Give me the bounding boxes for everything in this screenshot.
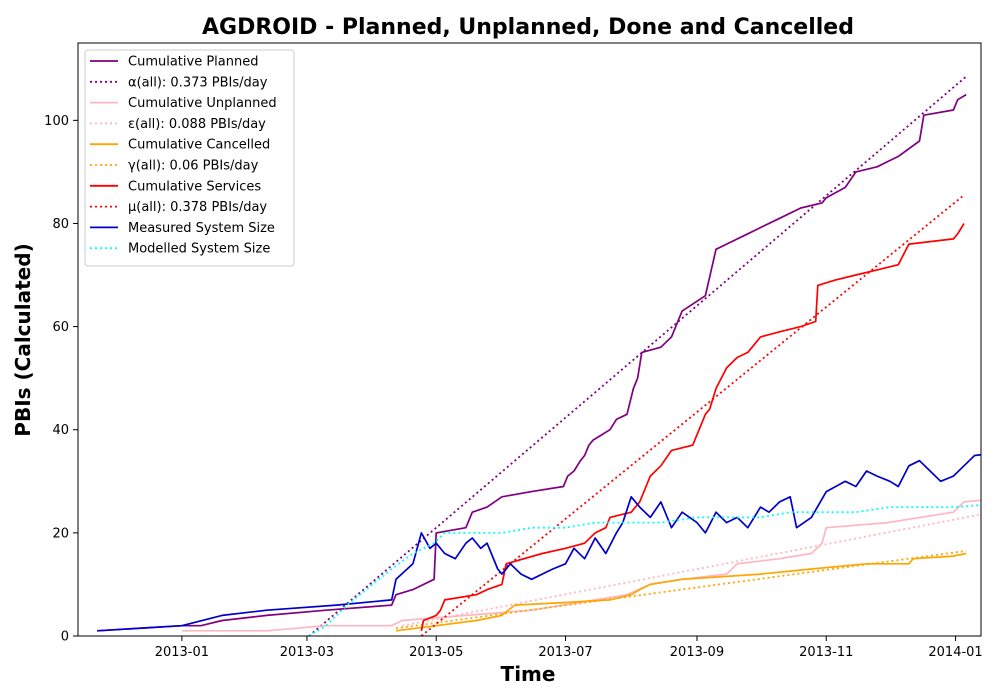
legend-label-4: Cumulative Cancelled <box>128 138 270 153</box>
y-tick-label-3: 60 <box>52 320 69 335</box>
y-tick-label-5: 100 <box>44 114 69 129</box>
chart-title: AGDROID - Planned, Unplanned, Done and C… <box>202 15 854 40</box>
x-tick-label-6: 2014-01 <box>928 645 982 660</box>
legend-label-1: α(all): 0.373 PBIs/day <box>128 75 268 90</box>
x-tick-label-3: 2013-07 <box>538 645 592 660</box>
x-tick-label-0: 2013-01 <box>155 645 209 660</box>
y-tick-label-2: 40 <box>52 423 69 438</box>
x-tick-label-5: 2013-11 <box>799 645 853 660</box>
legend: Cumulative Planned α(all): 0.373 PBIs/day… <box>85 50 294 266</box>
x-tick-label-1: 2013-03 <box>280 645 334 660</box>
legend-label-7: μ(all): 0.378 PBIs/day <box>128 200 267 215</box>
x-tick-label-2: 2013-05 <box>409 645 463 660</box>
series-line-1 <box>309 77 966 637</box>
x-axis-title: Time <box>501 662 556 686</box>
legend-label-0: Cumulative Planned <box>128 55 258 70</box>
legend-label-6: Cumulative Services <box>128 179 261 194</box>
y-tick-label-4: 80 <box>52 217 69 232</box>
y-tick-label-0: 0 <box>61 630 69 645</box>
y-axis-title: PBIs (Calculated) <box>11 243 35 436</box>
series-line-5 <box>396 551 966 628</box>
legend-label-2: Cumulative Unplanned <box>128 96 277 111</box>
series-line-3 <box>402 507 1000 626</box>
legend-label-9: Modelled System Size <box>128 242 270 257</box>
x-tick-label-4: 2013-09 <box>670 645 724 660</box>
legend-label-3: ε(all): 0.088 PBIs/day <box>128 117 266 132</box>
legend-label-8: Measured System Size <box>128 221 275 236</box>
legend-label-5: γ(all): 0.06 PBIs/day <box>128 159 259 174</box>
y-tick-label-1: 20 <box>52 526 69 541</box>
